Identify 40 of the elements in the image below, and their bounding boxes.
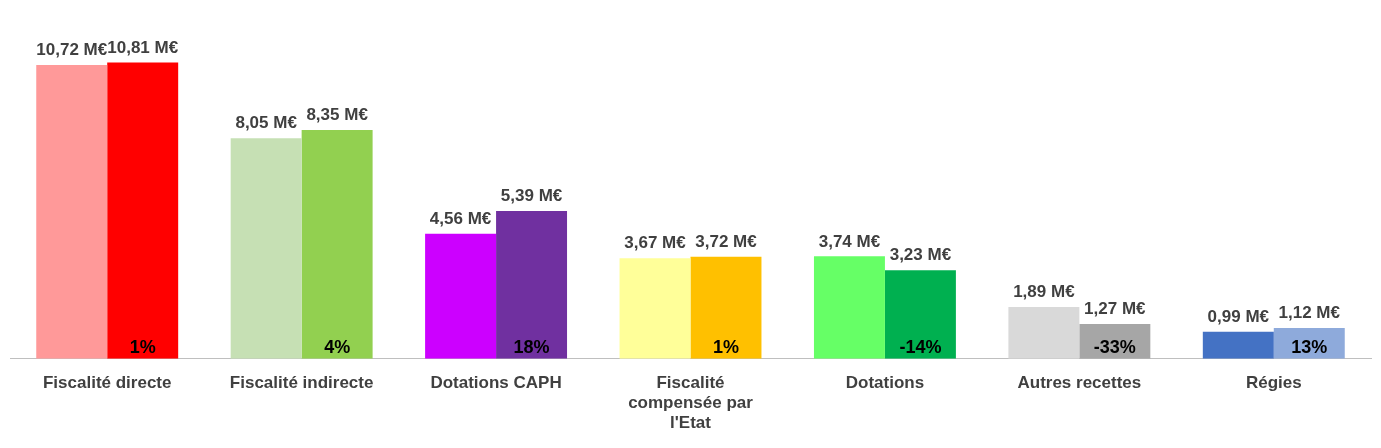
x-tick-label: Régies bbox=[1245, 372, 1302, 392]
bar bbox=[425, 233, 497, 359]
bar bbox=[230, 138, 302, 359]
bar bbox=[619, 258, 691, 359]
bar bbox=[884, 270, 956, 359]
x-tick-label: Dotations bbox=[845, 372, 925, 392]
data-label: 8,35 M€ bbox=[306, 105, 369, 125]
data-label: 8,05 M€ bbox=[235, 113, 298, 133]
bar bbox=[107, 62, 179, 359]
bar bbox=[496, 211, 568, 359]
x-tick-label: Dotations CAPH bbox=[430, 372, 562, 392]
data-label: 1,89 M€ bbox=[1013, 282, 1076, 302]
data-label: 10,81 M€ bbox=[107, 37, 179, 57]
x-tick-label: Autres recettes bbox=[1017, 372, 1142, 392]
data-label: 10,72 M€ bbox=[36, 40, 108, 60]
annotation: 18% bbox=[513, 336, 550, 357]
annotation: -33% bbox=[1093, 336, 1136, 357]
data-label: 3,23 M€ bbox=[889, 245, 952, 265]
x-tick-label: Fiscalité directe bbox=[42, 372, 172, 392]
bar bbox=[36, 65, 108, 359]
bar bbox=[1008, 307, 1080, 359]
bar bbox=[301, 130, 373, 359]
annotation: -14% bbox=[899, 336, 942, 357]
data-label: 3,74 M€ bbox=[818, 231, 881, 251]
data-label: 3,67 M€ bbox=[624, 233, 687, 253]
data-label: 4,56 M€ bbox=[429, 209, 492, 229]
annotation: 13% bbox=[1291, 336, 1328, 357]
bar bbox=[690, 256, 762, 359]
bar bbox=[813, 256, 885, 359]
data-label: 1,27 M€ bbox=[1084, 299, 1147, 319]
x-tick-label: Fiscalité compensée par l'Etat bbox=[628, 372, 754, 433]
data-label: 1,12 M€ bbox=[1278, 303, 1341, 323]
bar bbox=[1202, 331, 1274, 359]
annotation: 1% bbox=[129, 336, 156, 357]
data-label: 0,99 M€ bbox=[1207, 306, 1270, 326]
data-label: 5,39 M€ bbox=[500, 186, 563, 206]
data-label: 3,72 M€ bbox=[695, 232, 758, 252]
annotation: 1% bbox=[712, 336, 739, 357]
x-tick-label: Fiscalité indirecte bbox=[229, 372, 374, 392]
annotation: 4% bbox=[324, 336, 351, 357]
